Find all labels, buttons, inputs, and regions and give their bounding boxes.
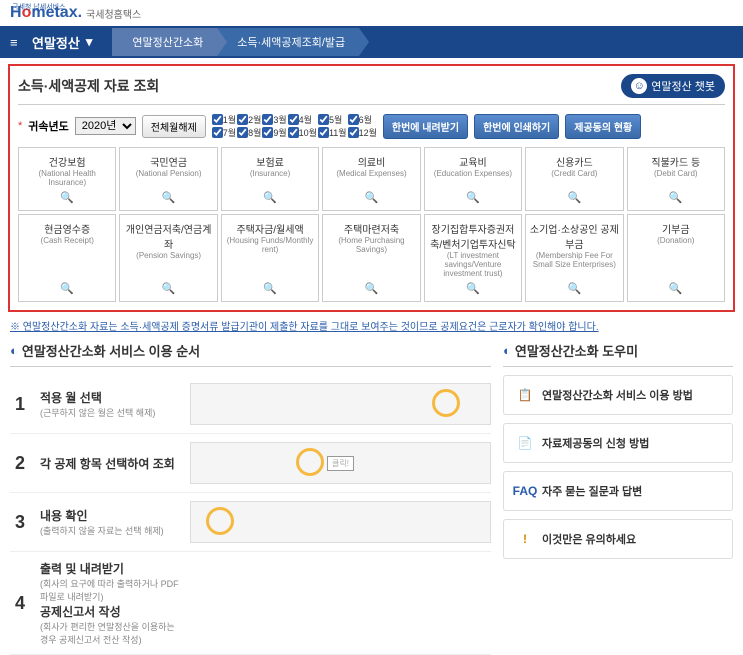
navbar: ≡ 연말정산 ▾ 연말정산간소화 소득·세액공제조회/발급 — [0, 26, 743, 58]
search-icon: 🔍 — [427, 191, 519, 204]
search-icon: 🔍 — [325, 282, 417, 295]
deduction-card[interactable]: 국민연금(National Pension)🔍 — [119, 147, 217, 211]
search-icon: 🔍 — [224, 282, 316, 295]
deduction-grid: 건강보험(National Health Insurance)🔍국민연금(Nat… — [18, 147, 725, 302]
deduction-card[interactable]: 소기업·소상공인 공제부금(Membership Fee For Small S… — [525, 214, 623, 302]
step-item: 2각 공제 항목 선택하여 조회클릭! — [10, 434, 491, 493]
steps-title: ◐연말정산간소화 서비스 이용 순서 — [10, 341, 491, 367]
consent-status-button[interactable]: 제공동의 현황 — [565, 114, 641, 139]
filter-row: * 귀속년도 2020년 전체월해제 1월 7월 2월 8월 3월 9월 4월 … — [18, 113, 725, 139]
month-checkbox[interactable]: 11월 — [318, 126, 347, 139]
helper-item[interactable]: 📋 연말정산간소화 서비스 이용 방법 — [503, 375, 733, 415]
helper-label: 이것만은 유의하세요 — [542, 531, 636, 547]
helper-title: ◐연말정산간소화 도우미 — [503, 341, 733, 367]
chatbot-button[interactable]: ☺ 연말정산 챗봇 — [621, 74, 725, 98]
month-checkbox[interactable]: 5월 — [318, 113, 347, 126]
page-title: 소득·세액공제 자료 조회 — [18, 76, 159, 96]
helper-section: ◐연말정산간소화 도우미 📋 연말정산간소화 서비스 이용 방법 📄 자료제공동의 신… — [503, 341, 733, 655]
search-icon: 🔍 — [21, 191, 113, 204]
search-icon: 🔍 — [122, 282, 214, 295]
deduction-card[interactable]: 신용카드(Credit Card)🔍 — [525, 147, 623, 211]
breadcrumb-item-2[interactable]: 소득·세액공제조회/발급 — [217, 28, 359, 56]
all-months-button[interactable]: 전체월해제 — [142, 115, 206, 138]
step-preview: 클릭! — [190, 442, 491, 484]
month-checkbox[interactable]: 6월 — [348, 113, 377, 126]
doc-icon: 📋 — [516, 386, 534, 404]
deduction-card[interactable]: 주택자금/월세액(Housing Funds/Monthly rent)🔍 — [221, 214, 319, 302]
header: 국세청 납세서비스 Hometax. 국세청홈택스 — [0, 0, 743, 26]
deduction-card[interactable]: 주택마련저축(Home Purchasing Savings)🔍 — [322, 214, 420, 302]
month-checkbox[interactable]: 9월 — [262, 126, 286, 139]
deduction-card[interactable]: 의료비(Medical Expenses)🔍 — [322, 147, 420, 211]
year-label: 귀속년도 — [28, 118, 68, 134]
months-grid: 1월 7월 2월 8월 3월 9월 4월 10월 5월 11월 6월 12월 — [212, 113, 377, 139]
logo-sub: 국세청홈택스 — [86, 6, 141, 21]
deduction-card[interactable]: 기부금(Donation)🔍 — [627, 214, 725, 302]
helper-item[interactable]: ! 이것만은 유의하세요 — [503, 519, 733, 559]
step-item: 3내용 확인(출력하지 않을 자료는 선택 해제) — [10, 493, 491, 552]
alert-icon: ! — [516, 530, 534, 548]
logo-tag: 국세청 납세서비스 — [12, 2, 65, 12]
helper-label: 연말정산간소화 서비스 이용 방법 — [542, 387, 693, 403]
deduction-card[interactable]: 현금영수증(Cash Receipt)🔍 — [18, 214, 116, 302]
search-icon: 🔍 — [325, 191, 417, 204]
nav-menu-label: 연말정산 — [32, 33, 80, 52]
month-checkbox[interactable]: 3월 — [262, 113, 286, 126]
search-icon: 🔍 — [21, 282, 113, 295]
chatbot-icon: ☺ — [631, 78, 647, 94]
month-checkbox[interactable]: 1월 — [212, 113, 236, 126]
month-checkbox[interactable]: 2월 — [237, 113, 261, 126]
faq-icon: FAQ — [516, 482, 534, 500]
step-item: 4출력 및 내려받기(회사의 요구에 따라 출력하거나 PDF파일로 내려받기)… — [10, 552, 491, 655]
search-icon: 🔍 — [528, 191, 620, 204]
month-checkbox[interactable]: 4월 — [288, 113, 317, 126]
year-select[interactable]: 2020년 — [75, 117, 136, 135]
breadcrumb-item-1[interactable]: 연말정산간소화 — [112, 28, 217, 56]
step-item: 1적용 월 선택(근무하지 않은 월은 선택 해제) — [10, 375, 491, 434]
note-text: ※ 연말정산간소화 자료는 소득·세액공제 증명서류 발급기관이 제출한 자료를… — [10, 318, 733, 333]
search-icon: 🔍 — [122, 191, 214, 204]
hamburger-icon: ≡ — [10, 35, 26, 50]
breadcrumb: 연말정산간소화 소득·세액공제조회/발급 — [112, 28, 359, 56]
deduction-card[interactable]: 건강보험(National Health Insurance)🔍 — [18, 147, 116, 211]
nav-menu-button[interactable]: ≡ 연말정산 ▾ — [10, 33, 92, 52]
search-icon: 🔍 — [630, 282, 722, 295]
main-panel: 소득·세액공제 자료 조회 ☺ 연말정산 챗봇 * 귀속년도 2020년 전체월… — [8, 64, 735, 312]
step-preview — [190, 383, 491, 425]
search-icon: 🔍 — [630, 191, 722, 204]
helper-item[interactable]: 📄 자료제공동의 신청 방법 — [503, 423, 733, 463]
steps-section: ◐연말정산간소화 서비스 이용 순서 1적용 월 선택(근무하지 않은 월은 선… — [10, 341, 491, 655]
search-icon: 🔍 — [528, 282, 620, 295]
chatbot-label: 연말정산 챗봇 — [651, 78, 715, 94]
month-checkbox[interactable]: 10월 — [288, 126, 317, 139]
required-mark: * — [18, 120, 22, 132]
search-icon: 🔍 — [427, 282, 519, 295]
month-checkbox[interactable]: 12월 — [348, 126, 377, 139]
month-checkbox[interactable]: 8월 — [237, 126, 261, 139]
deduction-card[interactable]: 교육비(Education Expenses)🔍 — [424, 147, 522, 211]
deduction-card[interactable]: 개인연금저축/연금계좌(Pension Savings)🔍 — [119, 214, 217, 302]
deduction-card[interactable]: 직불카드 등(Debit Card)🔍 — [627, 147, 725, 211]
download-all-button[interactable]: 한번에 내려받기 — [383, 114, 468, 139]
doc-icon: 📄 — [516, 434, 534, 452]
helper-item[interactable]: FAQ 자주 묻는 질문과 답변 — [503, 471, 733, 511]
deduction-card[interactable]: 보험료(Insurance)🔍 — [221, 147, 319, 211]
print-all-button[interactable]: 한번에 인쇄하기 — [474, 114, 559, 139]
helper-label: 자주 묻는 질문과 답변 — [542, 483, 642, 499]
helper-label: 자료제공동의 신청 방법 — [542, 435, 649, 451]
deduction-card[interactable]: 장기집합투자증권저축/벤처기업투자신탁(LT investment saving… — [424, 214, 522, 302]
dropdown-icon: ▾ — [86, 34, 93, 50]
month-checkbox[interactable]: 7월 — [212, 126, 236, 139]
step-preview — [190, 501, 491, 543]
search-icon: 🔍 — [224, 191, 316, 204]
